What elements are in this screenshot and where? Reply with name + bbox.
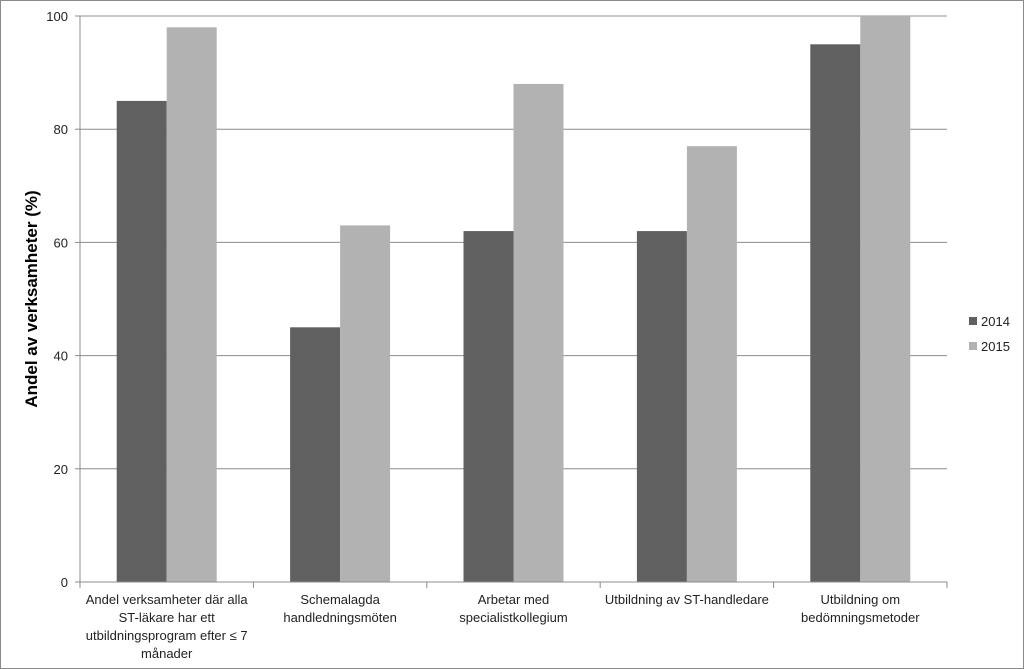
bar-2014-4	[636, 231, 687, 582]
y-tick-label: 40	[54, 349, 68, 364]
y-tick-label: 80	[54, 122, 68, 137]
legend-label-2014: 2014	[981, 314, 1010, 329]
x-tick-label-line: Andel verksamheter där alla	[86, 592, 249, 607]
x-tick-label-line: Utbildning om	[821, 592, 901, 607]
bar-2014-2	[290, 327, 341, 582]
y-tick-label: 60	[54, 235, 68, 250]
x-tick-label-category-1: Andel verksamheter där alla ST-läkare har…	[86, 592, 249, 661]
x-tick-label-line: Arbetar med	[478, 592, 550, 607]
y-tick-label: 20	[54, 462, 68, 477]
x-tick-label-line: utbildningsprogram efter ≤ 7	[86, 628, 248, 643]
x-tick-label-line: ST-läkare har ett	[119, 610, 215, 625]
legend-swatch-2014	[969, 317, 977, 325]
x-tick-label-line: Schemalagda	[300, 592, 380, 607]
x-tick-label-line: bedömningsmetoder	[801, 610, 920, 625]
bar-2014-5	[810, 44, 861, 583]
x-tick-label-line: handledningsmöten	[283, 610, 396, 625]
bar-2015-1	[166, 27, 217, 582]
bar-2014-3	[463, 231, 514, 582]
legend: 2014 2015	[969, 314, 1010, 354]
x-tick-label-line: månader	[141, 646, 193, 661]
legend-swatch-2015	[969, 342, 977, 350]
bar-2015-3	[513, 83, 564, 583]
bar-2015-2	[340, 225, 391, 583]
y-tick-labels: 0 20 40 60 80 100	[46, 9, 68, 590]
bar-2015-5	[860, 16, 911, 582]
legend-label-2015: 2015	[981, 339, 1010, 354]
x-tick-label-category-5: Utbildning om bedömningsmetoder	[801, 592, 920, 625]
x-tick-label-line: specialistkollegium	[459, 610, 567, 625]
bar-2015-4	[686, 146, 737, 582]
bars	[116, 16, 911, 583]
y-tick-label: 100	[46, 9, 68, 24]
bar-2014-1	[116, 100, 167, 583]
x-tick-label-category-4: Utbildning av ST-handledare	[605, 592, 769, 607]
x-tick-labels: Andel verksamheter där alla ST-läkare har…	[86, 592, 920, 661]
x-tick-label-line: Utbildning av ST-handledare	[605, 592, 769, 607]
axes	[79, 16, 948, 588]
x-tick-label-category-3: Arbetar med specialistkollegium	[459, 592, 567, 625]
y-tick-label: 0	[61, 575, 68, 590]
x-tick-label-category-2: Schemalagda handledningsmöten	[283, 592, 396, 625]
y-axis-label: Andel av verksamheter (%)	[22, 190, 41, 407]
